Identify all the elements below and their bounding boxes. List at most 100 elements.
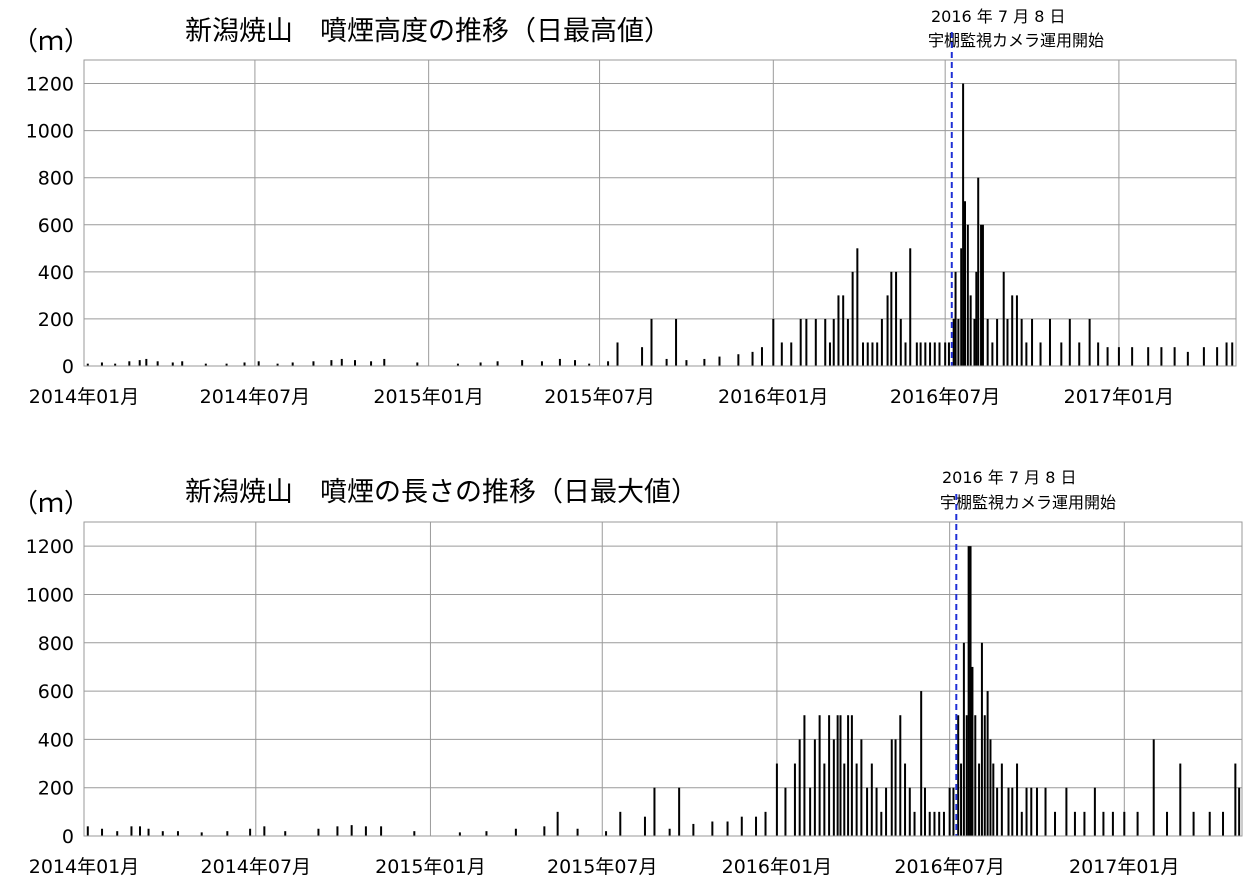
chart-1-bar — [257, 361, 260, 366]
chart-1-bar — [114, 363, 117, 366]
chart-1-annotation-date: 2016 年 7 月 8 日 — [931, 7, 1066, 26]
chart-1-bar — [1031, 318, 1034, 366]
chart-1-bar — [650, 318, 653, 366]
chart-1-bar — [952, 318, 955, 366]
chart-2-bar — [317, 828, 320, 836]
chart-1-bar — [685, 360, 688, 366]
chart-2-bar — [726, 821, 729, 836]
chart-2-bar — [1123, 811, 1126, 836]
chart-2-y-tick-labels: 0 200 400 600 800 1000 1200 — [26, 536, 74, 848]
chart-2-bar — [974, 715, 977, 836]
chart-2-bar — [809, 787, 812, 836]
chart-2-bar — [1000, 763, 1003, 836]
chart-2-bar — [971, 666, 974, 836]
chart-2-bar — [839, 715, 842, 836]
chart-1-bar — [416, 362, 419, 366]
chart-1-bar — [588, 363, 591, 366]
chart-2-bar — [1020, 811, 1023, 836]
chart-1-bar — [370, 361, 373, 366]
chart-2-bar — [1083, 811, 1086, 836]
chart-1-bar — [181, 361, 184, 366]
chart-2-bar — [969, 546, 972, 836]
chart-1-bar — [607, 361, 610, 366]
chart-2-bar — [350, 825, 353, 836]
chart-1-bar — [718, 356, 721, 366]
chart-1-y-tick-label: 1000 — [26, 121, 74, 143]
chart-1-bar — [871, 342, 874, 366]
chart-1-bar — [886, 295, 889, 366]
chart-2-bar — [678, 787, 681, 836]
chart-1-bar — [760, 347, 763, 366]
chart-1-bar — [772, 318, 775, 366]
chart-2-bar — [249, 828, 252, 836]
chart-2-y-tick-label: 800 — [38, 633, 74, 655]
chart-1-grid — [83, 60, 1236, 367]
chart-1-x-tick-label: 2014年01月 — [29, 386, 140, 408]
chart-2-bar — [933, 811, 936, 836]
chart-1-x-tick-label: 2015年07月 — [544, 386, 655, 408]
chart-1-y-tick-label: 600 — [38, 215, 74, 237]
chart-2-bar — [923, 787, 926, 836]
chart-2-bar — [942, 811, 945, 836]
chart-2-x-tick-labels: 2014年01月 2014年07月 2015年01月 2015年07月 2016年01月… — [29, 856, 1180, 878]
chart-2-bar — [1030, 787, 1033, 836]
chart-1-bar — [1173, 347, 1176, 366]
chart-2-y-tick-label: 400 — [38, 729, 74, 751]
chart-2-bar — [1102, 811, 1105, 836]
chart-1-bar — [846, 318, 849, 366]
chart-1-y-tick-label: 200 — [38, 309, 74, 331]
chart-1-x-tick-label: 2015年01月 — [373, 386, 484, 408]
chart-1-y-tick-label: 400 — [38, 262, 74, 284]
chart-1-bar — [856, 248, 859, 366]
chart-1-bar — [842, 295, 845, 366]
chart-2-bar — [948, 787, 951, 836]
chart-1-bar — [973, 318, 976, 366]
chart-1-bar — [128, 361, 131, 366]
chart-1-bar — [981, 224, 984, 366]
chart-1-bar — [1015, 295, 1018, 366]
chart-2-bar — [855, 763, 858, 836]
chart-1-bar — [890, 271, 893, 366]
chart-1-bars — [86, 83, 1234, 367]
chart-2-bar — [413, 831, 416, 836]
chart-2-bar — [793, 763, 796, 836]
chart-2-y-tick-label: 200 — [38, 778, 74, 800]
chart-2-bar — [989, 739, 992, 836]
chart-2-bar — [130, 826, 133, 836]
chart-2-bar — [875, 787, 878, 836]
chart-1-bar — [824, 318, 827, 366]
chart-2-bar — [740, 816, 743, 836]
chart-1-bar — [204, 363, 207, 366]
chart-2-bar — [880, 811, 883, 836]
chart-2-bar — [843, 763, 846, 836]
chart-2-y-tick-label: 1000 — [26, 584, 74, 606]
chart-2-title: 新潟焼山 噴煙の長さの推移（日最大値） — [185, 477, 698, 508]
chart-2-bar — [380, 826, 383, 836]
chart-1-bar — [1106, 347, 1109, 366]
chart-2-bar — [147, 828, 150, 836]
chart-2-bar — [543, 826, 546, 836]
chart-1-bar — [780, 342, 783, 366]
chart-1-bar — [641, 347, 644, 366]
chart-1-plot-frame — [83, 59, 1237, 367]
chart-1-bar — [790, 342, 793, 366]
chart-1-bar — [899, 318, 902, 366]
chart-1-bar — [980, 224, 983, 366]
chart-2-bar — [1035, 787, 1038, 836]
chart-2-annotation-text: 宇棚監視カメラ運用開始 — [940, 493, 1116, 512]
chart-2-x-tick-label: 2016年01月 — [722, 856, 833, 878]
chart-2-bar — [920, 691, 923, 836]
chart-1-bar — [558, 358, 561, 366]
chart-2-bar — [1007, 787, 1010, 836]
chart-2-bar — [1152, 739, 1155, 836]
chart-1-x-tick-label: 2016年07月 — [890, 386, 1001, 408]
chart-1-bar — [1060, 342, 1063, 366]
chart-1-bar — [1225, 342, 1228, 366]
chart-1-bar — [340, 358, 343, 366]
chart-1-bar — [954, 271, 957, 366]
chart-1-bar — [312, 361, 315, 366]
chart-1-bar — [1078, 342, 1081, 366]
chart-1-bar — [1186, 351, 1189, 366]
chart-1-x-tick-label: 2016年01月 — [718, 386, 829, 408]
chart-1-x-tick-labels: 2014年01月 2014年07月 2015年01月 2015年07月 2016年01月… — [29, 386, 1174, 408]
